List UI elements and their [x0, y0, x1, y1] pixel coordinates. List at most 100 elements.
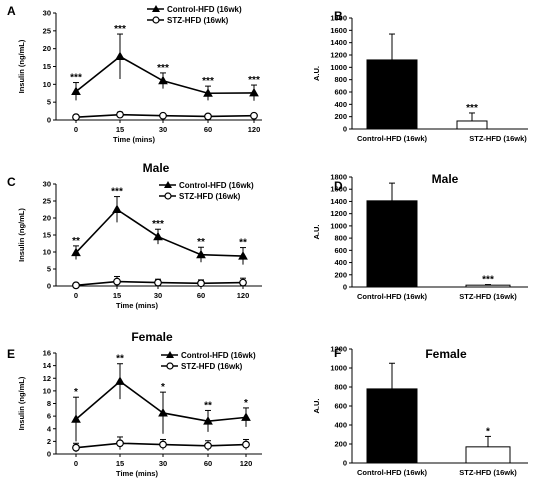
- bar-control: [366, 200, 418, 288]
- y-tick-label: 15: [43, 231, 51, 240]
- legend-label-stz: STZ-HFD (16wk): [179, 192, 241, 201]
- y-tick-label: 10: [43, 386, 51, 395]
- bar-stz: [456, 120, 488, 130]
- y-tick-label: 5: [47, 98, 51, 107]
- x-axis-label: Time (mins): [116, 301, 158, 310]
- y-tick-label: 5: [47, 265, 51, 274]
- legend: Control-HFD (16wk) STZ-HFD (16wk): [159, 181, 254, 201]
- y-tick-label: 1200: [330, 51, 347, 60]
- y-tick-label: 1400: [330, 197, 347, 206]
- panel-B: B 0 200 400 600 800 1000 1200 1400 1600 1800 A.U. Co…: [312, 9, 528, 143]
- y-tick-label: 20: [43, 44, 51, 53]
- y-tick-label: 200: [334, 440, 347, 449]
- x-tick-label: 120: [237, 291, 250, 300]
- y-tick-label: 400: [334, 258, 347, 267]
- legend-label-control: Control-HFD (16wk): [181, 351, 256, 360]
- data-point-stz: [242, 440, 250, 449]
- bar-control: [366, 59, 418, 130]
- significance-label: ***: [70, 73, 82, 84]
- x-tick-label: 15: [116, 125, 124, 134]
- data-point-control: [112, 204, 122, 213]
- x-category-label: Control-HFD (16wk): [357, 134, 428, 143]
- series-line-0: [75, 208, 244, 257]
- y-tick-label: 200: [334, 112, 347, 121]
- y-tick-label: 1800: [330, 14, 347, 23]
- panel-A: A 0 5 10 15 20 25 30 Insulin (ng/mL) 0 15 30 60 120 Ti…: [7, 4, 262, 144]
- data-point-stz: [116, 110, 124, 119]
- data-point-control: [238, 251, 248, 260]
- x-axis-label: Time (mins): [113, 135, 155, 144]
- legend-label-stz: STZ-HFD (16wk): [167, 16, 229, 25]
- y-tick-label: 0: [343, 125, 347, 134]
- data-point-stz: [72, 281, 80, 290]
- data-point-control: [203, 88, 213, 97]
- data-point-stz: [113, 277, 121, 286]
- legend-label-stz: STZ-HFD (16wk): [181, 362, 243, 371]
- y-tick-label: 1000: [330, 63, 347, 72]
- data-point-control: [71, 247, 81, 257]
- panel-title: Female: [131, 330, 173, 344]
- y-tick-label: 1600: [330, 26, 347, 35]
- legend-marker-control: [152, 5, 160, 12]
- legend-label-control: Control-HFD (16wk): [167, 5, 242, 14]
- data-point-control: [71, 86, 81, 95]
- x-tick-label: 15: [113, 291, 121, 300]
- significance-label: ***: [111, 187, 123, 198]
- data-point-stz: [159, 440, 167, 449]
- x-tick-label: 15: [116, 459, 124, 468]
- y-axis-label: Insulin (ng/mL): [17, 208, 26, 262]
- data-point-stz: [204, 112, 212, 121]
- data-point-control: [153, 231, 163, 241]
- x-tick-label: 30: [159, 125, 167, 134]
- significance-label: ***: [152, 219, 164, 230]
- significance-label: **: [72, 236, 80, 247]
- legend: Control-HFD (16wk) STZ-HFD (16wk): [147, 5, 242, 25]
- y-tick-label: 2: [47, 437, 51, 446]
- x-tick-label: 30: [154, 291, 162, 300]
- y-tick-label: 600: [334, 402, 347, 411]
- y-tick-label: 10: [43, 80, 51, 89]
- y-tick-label: 1000: [330, 221, 347, 230]
- data-point-stz: [197, 279, 205, 288]
- legend-marker-control: [166, 351, 174, 358]
- y-tick-label: 14: [43, 361, 52, 370]
- panel-title: Male: [143, 161, 170, 175]
- y-axis-label: A.U.: [312, 66, 321, 81]
- panel-label: A: [7, 4, 16, 18]
- data-point-control: [158, 407, 168, 417]
- significance-label: ***: [157, 63, 169, 74]
- data-point-stz: [72, 113, 80, 122]
- significance-label: ***: [114, 24, 126, 35]
- significance-label: ***: [482, 275, 494, 286]
- x-tick-label: 0: [74, 125, 78, 134]
- legend-marker-stz: [164, 192, 172, 200]
- legend-marker-stz: [166, 362, 174, 370]
- significance-label: *: [486, 426, 490, 437]
- data-point-stz: [154, 278, 162, 287]
- y-tick-label: 600: [334, 88, 347, 97]
- panel-label: C: [7, 175, 16, 189]
- y-tick-label: 30: [43, 180, 51, 189]
- significance-label: ***: [202, 76, 214, 87]
- y-tick-label: 1400: [330, 38, 347, 47]
- data-point-control: [115, 51, 125, 61]
- panel-F: F Female 0 200 400 600 800 1000 1200 A.U. Control-…: [312, 345, 528, 477]
- x-tick-label: 120: [248, 125, 261, 134]
- y-axis-label: Insulin (ng/mL): [17, 376, 26, 430]
- y-tick-label: 12: [43, 374, 51, 383]
- legend-marker-stz: [152, 16, 160, 24]
- panel-C: C Male 0 5 10 15 20 25 30 Insulin (ng/mL) 0 15 30 60 1…: [7, 161, 262, 310]
- y-tick-label: 20: [43, 214, 51, 223]
- y-tick-label: 25: [43, 26, 51, 35]
- data-point-stz: [239, 278, 247, 287]
- data-point-stz: [116, 439, 124, 448]
- data-point-stz: [72, 443, 80, 452]
- data-point-stz: [159, 111, 167, 120]
- y-tick-label: 200: [334, 270, 347, 279]
- legend: Control-HFD (16wk) STZ-HFD (16wk): [161, 351, 256, 371]
- y-tick-label: 4: [47, 424, 52, 433]
- y-tick-label: 25: [43, 197, 51, 206]
- y-axis-label: Insulin (ng/mL): [17, 39, 26, 93]
- y-tick-label: 0: [47, 282, 51, 291]
